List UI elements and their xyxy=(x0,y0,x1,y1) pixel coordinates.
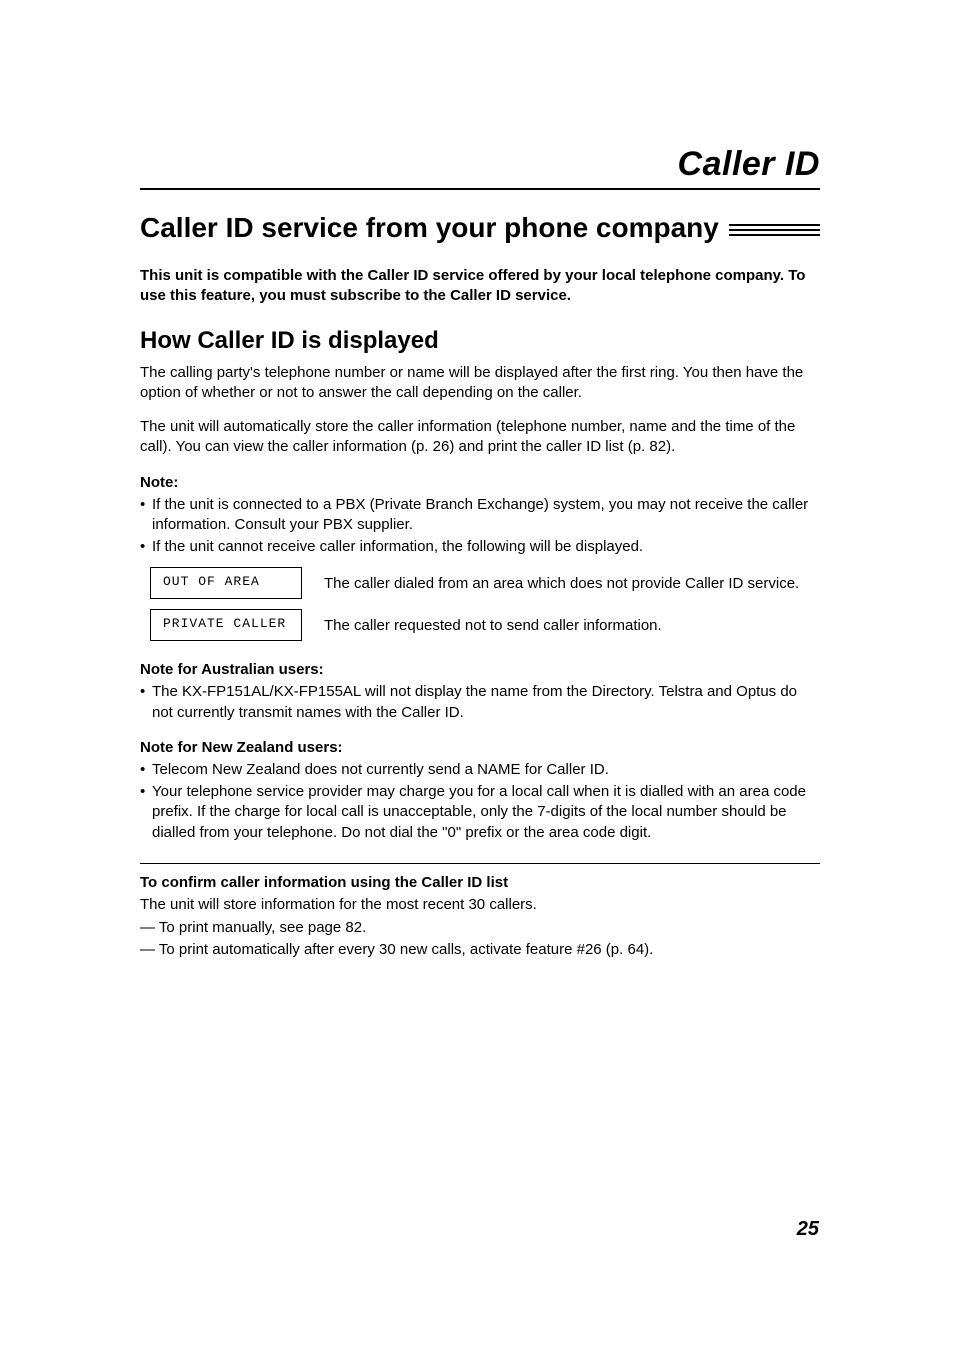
note-bullet-list: If the unit is connected to a PBX (Priva… xyxy=(140,495,820,558)
lcd-message-row: PRIVATE CALLER The caller requested not … xyxy=(150,609,820,641)
lcd-message-row: OUT OF AREA The caller dialed from an ar… xyxy=(150,567,820,599)
lcd-description: The caller dialed from an area which doe… xyxy=(324,575,799,592)
lcd-display-box: PRIVATE CALLER xyxy=(150,609,302,641)
list-item: If the unit is connected to a PBX (Priva… xyxy=(140,495,820,536)
confirm-dash-list: To print manually, see page 82. To print… xyxy=(140,917,820,961)
list-item: If the unit cannot receive caller inform… xyxy=(140,537,820,557)
section-title-row: Caller ID service from your phone compan… xyxy=(140,212,820,244)
note-heading: Note: xyxy=(140,474,820,491)
chapter-title: Caller ID xyxy=(140,145,820,184)
body-paragraph-2: The unit will automatically store the ca… xyxy=(140,417,820,458)
list-item: Telecom New Zealand does not currently s… xyxy=(140,760,820,780)
list-item: Your telephone service provider may char… xyxy=(140,782,820,843)
page-number: 25 xyxy=(797,1218,819,1241)
lcd-display-box: OUT OF AREA xyxy=(150,567,302,599)
intro-paragraph: This unit is compatible with the Caller … xyxy=(140,266,820,307)
body-paragraph-1: The calling party's telephone number or … xyxy=(140,363,820,404)
list-item: To print manually, see page 82. xyxy=(140,917,820,939)
list-item: The KX-FP151AL/KX-FP155AL will not displ… xyxy=(140,682,820,723)
page-content: Caller ID Caller ID service from your ph… xyxy=(140,145,820,961)
note-nz-bullet-list: Telecom New Zealand does not currently s… xyxy=(140,760,820,843)
mid-rule xyxy=(140,863,820,864)
lcd-description: The caller requested not to send caller … xyxy=(324,617,662,634)
sub-section-title: How Caller ID is displayed xyxy=(140,327,820,355)
note-nz-heading: Note for New Zealand users: xyxy=(140,739,820,756)
confirm-heading: To confirm caller information using the … xyxy=(140,874,820,891)
note-au-bullet-list: The KX-FP151AL/KX-FP155AL will not displ… xyxy=(140,682,820,723)
note-au-heading: Note for Australian users: xyxy=(140,661,820,678)
list-item: To print automatically after every 30 ne… xyxy=(140,939,820,961)
section-title: Caller ID service from your phone compan… xyxy=(140,212,719,244)
chapter-rule xyxy=(140,188,820,190)
confirm-body: The unit will store information for the … xyxy=(140,895,820,915)
section-title-decor xyxy=(729,220,820,236)
